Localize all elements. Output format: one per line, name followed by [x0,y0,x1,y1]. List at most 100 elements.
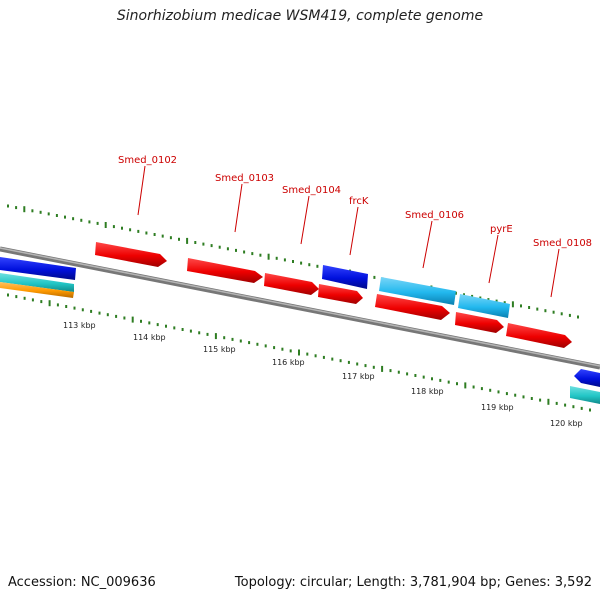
leader-Smed_0108 [550,248,560,298]
minor-tick [479,296,482,300]
gene-label[interactable]: Smed_0104 [282,185,341,196]
minor-tick [7,293,9,297]
minor-tick [256,342,259,346]
gene-Smed_0105[interactable] [318,284,363,304]
minor-tick [72,217,75,221]
gene-Smed_0106[interactable] [379,277,456,305]
gene-Smed_0102[interactable] [95,242,167,267]
minor-tick [31,209,34,213]
genome-backbone [0,246,600,370]
minor-tick [530,397,533,400]
minor-tick [31,298,34,302]
major-tick [48,300,51,307]
minor-tick [80,218,83,222]
minor-tick [539,398,542,402]
major-tick [298,349,300,356]
minor-tick [98,311,101,315]
minor-tick [112,225,115,229]
gene-pyrE[interactable] [458,294,510,318]
minor-tick [264,344,267,348]
gene-label[interactable]: Smed_0102 [118,155,177,166]
major-tick [381,365,384,372]
minor-tick [40,300,43,304]
minor-tick [572,405,575,409]
minor-tick [239,339,242,343]
leader-pyrE [488,234,499,284]
minor-tick [248,341,251,345]
minor-tick [65,305,68,308]
feature-left-cyan[interactable] [0,273,74,292]
minor-tick [47,212,50,216]
leader-Smed_0103 [234,183,243,233]
gene-label[interactable]: Smed_0103 [215,173,274,184]
minor-tick [471,294,474,298]
feature-right-blue[interactable] [574,369,600,387]
scale-label: 113 kbp [63,321,96,330]
minor-tick [373,275,376,279]
minor-tick [148,321,151,325]
minor-tick [194,241,197,244]
major-tick [214,333,217,340]
minor-tick [364,364,367,368]
minor-tick [397,370,400,374]
minor-tick [347,360,350,364]
gene-label[interactable]: Smed_0106 [405,210,464,221]
gene-label[interactable]: frcK [349,196,369,207]
minor-tick [81,308,84,312]
major-tick [267,253,270,260]
minor-tick [306,352,309,356]
gene-label[interactable]: Smed_0108 [533,238,592,249]
leader-Smed_0102 [137,165,146,216]
minor-tick [528,306,531,309]
gene-Smed_0106-lower[interactable] [375,294,450,320]
feature-left-orange[interactable] [0,282,74,298]
minor-tick [198,331,201,335]
minor-tick [389,369,392,373]
minor-tick [145,231,148,235]
minor-tick [292,260,294,263]
scale-label: 116 kbp [272,358,305,367]
genome-summary-text: Topology: circular; Length: 3,781,904 bp… [234,575,592,590]
minor-tick [202,242,205,246]
minor-tick [226,247,229,251]
minor-tick [580,406,583,410]
minor-tick [564,403,567,407]
minor-tick [106,313,109,317]
minor-tick [235,248,237,252]
scale-label: 114 kbp [133,333,166,342]
minor-tick [316,264,319,268]
gene-Smed_0104[interactable] [264,273,319,295]
minor-tick [223,336,226,340]
minor-tick [497,390,500,394]
minor-tick [431,377,433,381]
gene-Smed_0108[interactable] [506,323,572,348]
major-tick [104,222,107,228]
minor-tick [156,323,159,327]
minor-tick [503,301,506,305]
minor-tick [322,355,325,359]
minor-tick [275,256,278,260]
minor-tick [281,347,284,351]
gene-frcK[interactable] [322,265,368,289]
minor-tick [308,263,311,267]
minor-tick [169,236,172,240]
minor-tick [88,220,91,224]
major-tick [547,398,550,405]
minor-tick [173,326,176,330]
feature-left-blue[interactable] [0,257,76,280]
genome-backbone-highlight [0,247,600,367]
gene-label[interactable]: pyrE [490,224,513,235]
lower-tick-row [7,293,591,412]
minor-tick [568,313,571,317]
minor-tick [314,354,317,358]
minor-tick [472,385,475,389]
gene-Smed_0103[interactable] [187,258,263,283]
leader-frcK [349,206,359,256]
gene-pyrE-lower[interactable] [455,312,504,333]
feature-right-cyan[interactable] [570,386,600,404]
minor-tick [560,312,563,316]
minor-tick [544,309,547,313]
scale-label: 118 kbp [411,387,444,396]
major-tick [464,382,467,389]
